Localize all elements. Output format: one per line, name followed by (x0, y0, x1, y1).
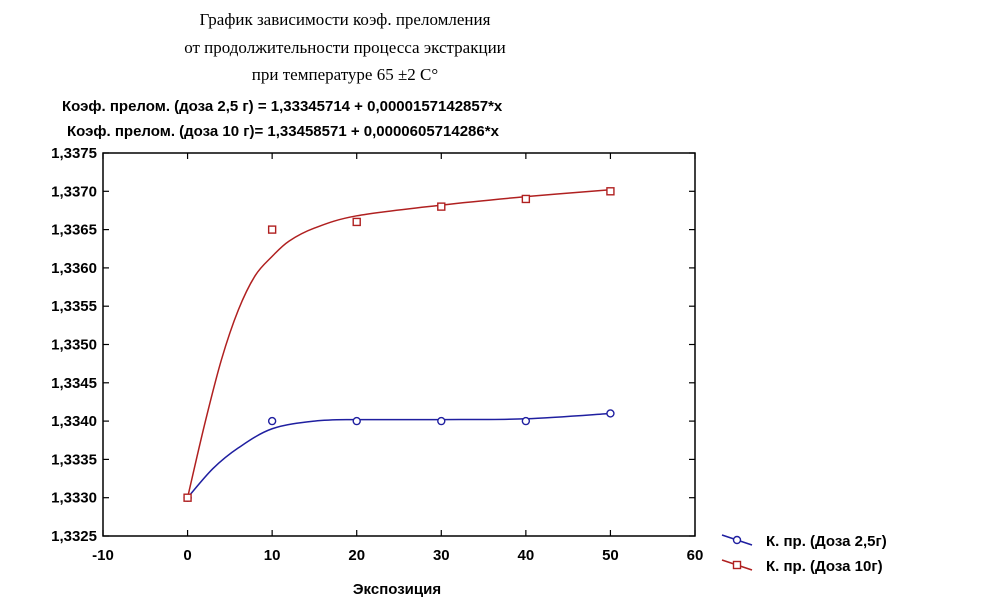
y-tick-label: 1,3340 (51, 413, 97, 430)
y-tick-label: 1,3335 (51, 451, 97, 468)
equation-dose-10: Коэф. прелом. (доза 10 г)= 1,33458571 + … (67, 123, 500, 140)
legend-marker-series-1 (732, 535, 742, 545)
x-tick-label: 60 (687, 547, 704, 564)
y-tick-label: 1,3370 (51, 183, 97, 200)
equation-dose-2-5: Коэф. прелом. (доза 2,5 г) = 1,33345714 … (62, 98, 503, 115)
data-point-series-1 (352, 416, 361, 426)
legend-marker-series-2 (732, 560, 742, 570)
y-axis-ticks: 1,3325 1,3330 1,3335 1,3340 1,3345 1,3350 1,33… (51, 145, 695, 545)
fit-lines (186, 189, 611, 499)
title-line-2: от продолжительности процесса экстракции (184, 38, 506, 57)
plot-area (102, 152, 696, 537)
x-tick-label: 0 (183, 547, 191, 564)
chart-title: График зависимости коэф. преломления от … (184, 10, 506, 84)
y-tick-label: 1,3350 (51, 337, 97, 354)
data-point-series-2 (183, 493, 192, 502)
x-tick-label: 40 (518, 547, 535, 564)
legend: К. пр. (Доза 2,5г) К. пр. (Доза 10г) (721, 533, 887, 575)
title-line-3: при температуре 65 ±2 С° (252, 65, 438, 84)
fit-line-series-2 (186, 189, 611, 498)
title-line-1: График зависимости коэф. преломления (200, 10, 491, 29)
x-axis-ticks: -10 0 10 20 30 40 50 60 (92, 153, 703, 564)
y-tick-label: 1,3375 (51, 145, 97, 162)
x-tick-label: 10 (264, 547, 281, 564)
data-point-series-2 (352, 217, 361, 227)
y-tick-label: 1,3355 (51, 298, 97, 315)
data-point-series-1 (437, 416, 446, 426)
y-tick-label: 1,3360 (51, 260, 97, 277)
regression-equations: Коэф. прелом. (доза 2,5 г) = 1,33345714 … (62, 98, 503, 140)
legend-label-series-2: К. пр. (Доза 10г) (766, 558, 883, 575)
y-tick-label: 1,3345 (51, 375, 97, 392)
x-tick-label: -10 (92, 547, 114, 564)
data-markers (183, 187, 615, 502)
data-point-series-1 (521, 416, 531, 426)
data-point-series-2 (521, 194, 531, 204)
data-point-series-2 (606, 187, 615, 196)
x-tick-label: 50 (602, 547, 619, 564)
y-tick-label: 1,3325 (51, 528, 97, 545)
data-point-series-1 (267, 416, 277, 426)
y-tick-label: 1,3330 (51, 490, 97, 507)
data-point-series-2 (437, 202, 446, 211)
y-tick-label: 1,3365 (51, 222, 97, 239)
fit-line-series-1 (187, 412, 611, 499)
legend-label-series-1: К. пр. (Доза 2,5г) (766, 533, 887, 550)
data-point-series-2 (267, 225, 277, 234)
x-tick-label: 20 (348, 547, 365, 564)
data-point-series-1 (606, 409, 615, 418)
x-tick-label: 30 (433, 547, 450, 564)
x-axis-label: Экспозиция (353, 581, 441, 598)
